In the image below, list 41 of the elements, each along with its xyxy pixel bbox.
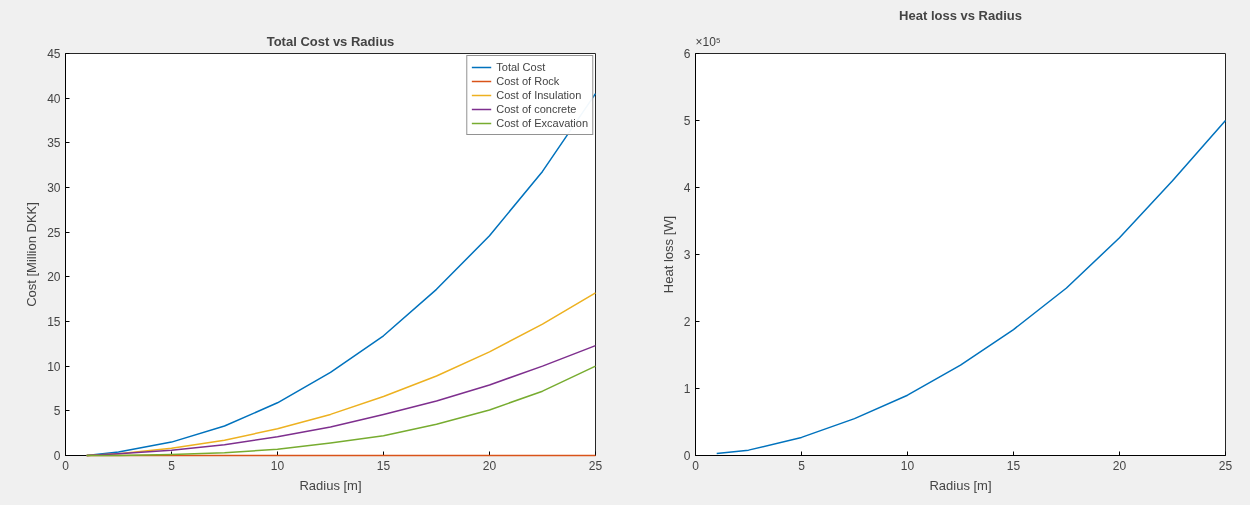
y-tick-label: 20 [47, 270, 61, 285]
x-tick-label: 15 [1006, 458, 1021, 473]
x-tick-label: 10 [900, 458, 915, 473]
x-axis-title: Radius [m] [929, 477, 992, 493]
y-tick-label: 15 [47, 315, 61, 329]
legend-label: Cost of concrete [496, 102, 577, 116]
y-tick-label: 4 [683, 181, 691, 195]
y-tick-label: 5 [683, 114, 691, 128]
y-tick-label: 35 [47, 136, 61, 151]
y-tick-label: 1 [683, 382, 691, 396]
y-tick-label: 2 [683, 315, 691, 329]
x-tick-label: 20 [482, 458, 497, 473]
y-tick-label: 5 [53, 404, 61, 419]
x-tick-label: 25 [1218, 458, 1233, 473]
chart-title: Total Cost vs Radius [266, 33, 395, 49]
chart-title: Heat loss vs Radius [899, 7, 1022, 23]
legend-label: Cost of Excavation [496, 116, 588, 130]
x-tick-label: 20 [1112, 458, 1127, 473]
line-series [715, 119, 1227, 455]
y-tick-label: 10 [47, 359, 61, 374]
y-tick-label: 0 [53, 449, 61, 463]
x-tick-label: 5 [798, 458, 806, 473]
y-tick-label: 30 [47, 181, 61, 195]
y-tick-label: 40 [47, 91, 61, 106]
y-tick-label: 45 [47, 47, 61, 61]
y-tick-label: 25 [47, 225, 61, 240]
x-tick-label: 5 [168, 458, 176, 473]
x-tick-label: 25 [588, 458, 603, 473]
y-tick-label: 0 [683, 449, 691, 463]
y-axis-title: Cost [Million DKK] [24, 202, 40, 307]
x-axis-title: Radius [m] [299, 477, 362, 493]
y-axis-title: Heat loss [W] [660, 215, 676, 294]
text: ×10⁵ [695, 34, 721, 49]
legend-label: Total Cost [496, 60, 546, 74]
y-tick-label: 3 [683, 248, 691, 262]
legend-label: Cost of Rock [496, 74, 560, 88]
y-tick-label: 6 [683, 47, 691, 61]
x-tick-label: 15 [376, 458, 391, 473]
x-tick-label: 10 [270, 458, 285, 473]
legend-label: Cost of Insulation [496, 88, 582, 102]
line-series [85, 365, 597, 457]
